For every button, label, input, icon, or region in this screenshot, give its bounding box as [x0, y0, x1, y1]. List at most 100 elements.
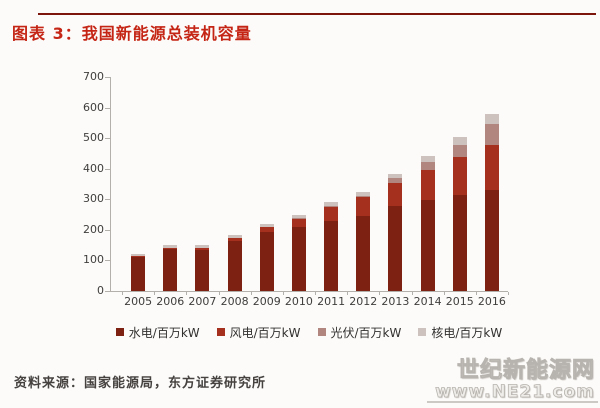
- legend-swatch-icon: [317, 328, 326, 336]
- x-tick-mark: [443, 292, 445, 295]
- legend-label: 核电/百万kW: [431, 325, 503, 340]
- bar-segment-水电/百万kW: [195, 249, 210, 291]
- bar-segment-风电/百万kW: [484, 144, 499, 191]
- legend-swatch-icon: [418, 328, 427, 336]
- bar-segment-风电/百万kW: [195, 247, 210, 250]
- bar-segment-水电/百万kW: [484, 190, 499, 291]
- x-axis-tick-label: 2011: [317, 295, 346, 308]
- x-tick-mark: [282, 292, 284, 295]
- x-tick-mark: [508, 292, 509, 295]
- y-tick-mark: [105, 291, 110, 292]
- x-axis-tick-label: 2010: [284, 295, 313, 308]
- bar-segment-核电/百万kW: [291, 214, 306, 218]
- y-axis-line: [110, 77, 111, 291]
- legend-label: 水电/百万kW: [128, 325, 200, 340]
- bar-segment-水电/百万kW: [259, 232, 274, 291]
- bar-segment-风电/百万kW: [291, 218, 306, 228]
- bar-segment-光伏/百万kW: [452, 145, 467, 158]
- bar-segment-风电/百万kW: [324, 207, 339, 221]
- source-note: 资料来源：国家能源局，东方证券研究所: [14, 376, 267, 391]
- bar-segment-水电/百万kW: [388, 206, 403, 291]
- x-axis-tick-label: 2015: [445, 295, 474, 308]
- x-axis-tick-label: 2012: [349, 295, 378, 308]
- bar-segment-水电/百万kW: [291, 227, 306, 291]
- bar-segment-水电/百万kW: [131, 256, 146, 291]
- y-axis-tick-label: 200: [83, 222, 104, 236]
- legend-swatch-icon: [115, 328, 124, 336]
- x-axis-tick-label: 2007: [188, 295, 217, 308]
- x-tick-mark: [411, 292, 413, 295]
- top-divider: [38, 13, 596, 15]
- legend-item: 光伏/百万kW: [317, 324, 402, 341]
- bar-segment-风电/百万kW: [452, 157, 467, 195]
- x-tick-mark: [186, 292, 188, 295]
- bar-segment-光伏/百万kW: [356, 195, 371, 198]
- y-tick-mark: [105, 260, 110, 262]
- watermark: 世纪新能源网 www.NE21.com: [427, 358, 598, 403]
- legend-item: 风电/百万kW: [216, 324, 301, 341]
- y-tick-mark: [105, 107, 110, 109]
- bar-segment-风电/百万kW: [163, 247, 178, 249]
- bar-segment-光伏/百万kW: [484, 124, 499, 145]
- x-axis-line: [110, 291, 508, 292]
- bar-segment-光伏/百万kW: [420, 162, 435, 171]
- bar-segment-水电/百万kW: [324, 220, 339, 291]
- y-axis-tick-label: 300: [83, 192, 104, 206]
- x-tick-mark: [250, 292, 252, 295]
- x-axis-tick-label: 2014: [413, 295, 442, 308]
- x-tick-mark: [379, 292, 381, 295]
- bar-segment-水电/百万kW: [356, 215, 371, 291]
- bar-segment-核电/百万kW: [356, 191, 371, 196]
- x-axis-tick-label: 2016: [477, 295, 506, 308]
- x-axis-tick-label: 2008: [220, 295, 249, 308]
- bar-segment-风电/百万kW: [356, 197, 371, 216]
- x-axis-tick-label: 2009: [252, 295, 281, 308]
- legend-item: 水电/百万kW: [115, 324, 200, 341]
- bar-segment-风电/百万kW: [420, 170, 435, 200]
- bar-segment-风电/百万kW: [227, 238, 242, 242]
- y-tick-mark: [105, 229, 110, 231]
- bar-segment-风电/百万kW: [388, 183, 403, 207]
- y-axis-tick-label: 700: [83, 70, 104, 83]
- bar-segment-核电/百万kW: [259, 223, 274, 227]
- x-tick-mark: [154, 292, 156, 295]
- x-tick-mark: [475, 292, 477, 295]
- legend-label: 光伏/百万kW: [330, 325, 402, 340]
- x-axis-tick-label: 2013: [381, 295, 410, 308]
- legend-swatch-icon: [216, 328, 225, 336]
- x-tick-mark: [347, 292, 349, 295]
- watermark-url: www.NE21.com: [435, 382, 595, 402]
- y-axis-tick-label: 100: [83, 253, 104, 267]
- y-tick-mark: [105, 199, 110, 201]
- bar-segment-核电/百万kW: [131, 254, 146, 257]
- bar-segment-核电/百万kW: [195, 245, 210, 248]
- y-axis-tick-label: 0: [97, 284, 104, 297]
- bar-segment-水电/百万kW: [420, 199, 435, 291]
- x-axis-tick-label: 2005: [124, 295, 153, 308]
- x-tick-mark: [122, 292, 123, 295]
- bar-segment-核电/百万kW: [420, 155, 435, 163]
- x-axis-tick-label: 2006: [156, 295, 185, 308]
- bar-segment-核电/百万kW: [163, 245, 178, 248]
- bar-segment-风电/百万kW: [259, 226, 274, 233]
- legend-item: 核电/百万kW: [418, 324, 502, 341]
- bar-segment-水电/百万kW: [227, 241, 242, 291]
- y-axis-tick-label: 600: [83, 100, 104, 114]
- bar-segment-核电/百万kW: [324, 202, 339, 207]
- bar-segment-核电/百万kW: [484, 113, 499, 125]
- legend-label: 风电/百万kW: [229, 325, 301, 340]
- y-tick-mark: [105, 138, 110, 140]
- x-tick-mark: [218, 292, 220, 295]
- x-tick-mark: [315, 292, 316, 295]
- figure-title: 图表 3：我国新能源总装机容量: [12, 24, 252, 43]
- bar-segment-核电/百万kW: [452, 137, 467, 146]
- bar-segment-光伏/百万kW: [324, 206, 339, 208]
- chart-legend: 水电/百万kW 风电/百万kW 光伏/百万kW 核电/百万kW: [110, 323, 508, 341]
- watermark-site-name: 世纪新能源网: [456, 358, 595, 383]
- y-tick-mark: [105, 77, 110, 78]
- bar-segment-核电/百万kW: [227, 235, 242, 239]
- bar-segment-光伏/百万kW: [388, 178, 403, 184]
- y-axis-tick-label: 400: [83, 161, 104, 175]
